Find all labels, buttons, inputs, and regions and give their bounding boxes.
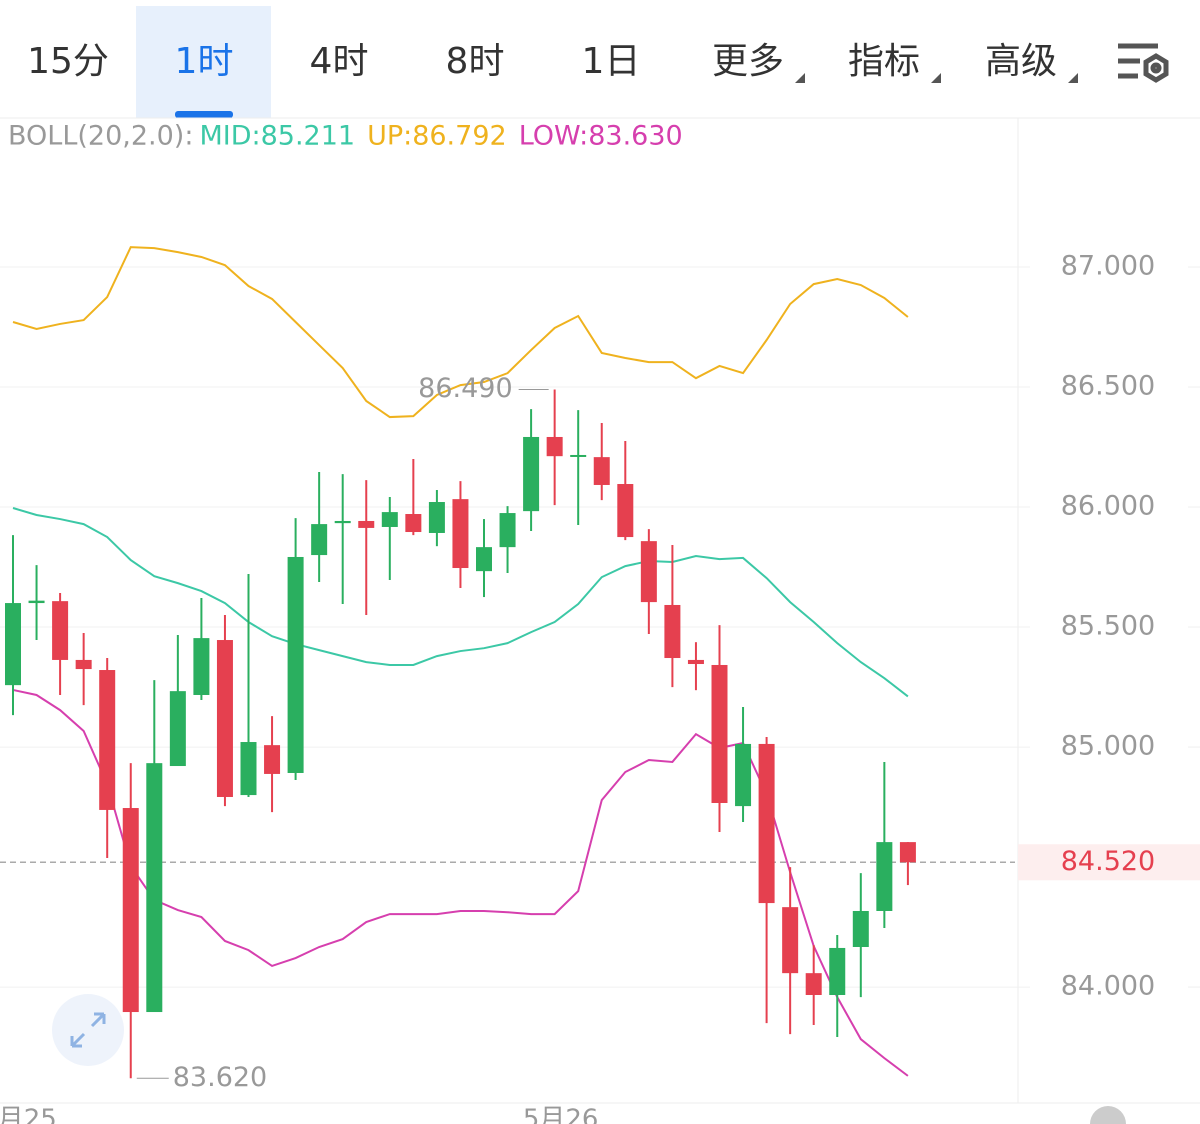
candle-body xyxy=(287,556,304,773)
candle-body xyxy=(735,743,752,807)
tab[interactable]: 4时 xyxy=(310,41,369,82)
candle-body xyxy=(334,520,351,524)
candle-body xyxy=(782,907,799,974)
candle-body xyxy=(405,514,422,533)
band-line xyxy=(12,246,909,419)
candle-body xyxy=(687,659,704,665)
candle-body xyxy=(381,512,398,527)
candle-body xyxy=(570,454,587,457)
tab[interactable]: 1时 xyxy=(175,41,234,82)
legend: BOLL(20,2.0): MID:85.211 UP:86.792 LOW:83.… xyxy=(8,121,683,152)
settings-icon[interactable] xyxy=(1118,43,1169,83)
candle-body xyxy=(52,601,69,660)
candle-body xyxy=(899,842,916,863)
tab-bar: 15分 1时 4时 8时 1日 更多 指标 高级 xyxy=(27,6,1169,118)
candle-body xyxy=(122,808,139,1013)
candle-body xyxy=(193,638,210,695)
y-tick-label: 84.000 xyxy=(1061,971,1155,1002)
tab[interactable]: 15分 xyxy=(27,41,109,82)
x-tick-label: 5月25 xyxy=(0,1105,57,1124)
expand-button[interactable] xyxy=(52,994,124,1066)
candle-body xyxy=(99,670,116,810)
tab-selected-bg xyxy=(136,6,271,118)
candle-body xyxy=(829,947,846,995)
candle-body xyxy=(216,640,233,797)
dropdown-arrow xyxy=(931,73,941,83)
candle-body xyxy=(311,524,328,556)
dropdown-arrow xyxy=(1068,73,1078,83)
high-annotation: 86.490 xyxy=(418,373,512,404)
tab[interactable]: 8时 xyxy=(446,41,505,82)
current-price-label: 84.520 xyxy=(1061,846,1155,877)
legend-entry: LOW:83.630 xyxy=(519,121,683,152)
candle-body xyxy=(264,745,281,774)
y-tick-label: 86.000 xyxy=(1061,491,1155,522)
y-tick-label: 87.000 xyxy=(1061,251,1155,282)
candle-body xyxy=(476,547,492,572)
candle-body xyxy=(358,520,375,528)
candle-body xyxy=(852,910,869,947)
candle-body xyxy=(5,603,21,686)
candle-body xyxy=(876,842,893,911)
low-annotation: 83.620 xyxy=(173,1062,267,1093)
legend-entry: UP:86.792 xyxy=(367,121,507,152)
scroll-button[interactable] xyxy=(1090,1106,1126,1124)
candle-body xyxy=(28,600,45,604)
candle-body xyxy=(428,502,445,533)
candle-body xyxy=(805,973,822,995)
candle-body xyxy=(711,664,728,803)
dropdown-arrow xyxy=(795,73,805,83)
y-tick-label: 86.500 xyxy=(1061,371,1155,402)
candle-body xyxy=(664,604,681,659)
candle-body xyxy=(75,659,92,670)
candle-body xyxy=(146,763,163,1013)
y-tick-label: 85.500 xyxy=(1061,611,1155,642)
band-line xyxy=(12,507,909,698)
candle-body xyxy=(593,457,610,485)
x-tick-label: 5月26 xyxy=(523,1105,599,1124)
candle-body xyxy=(546,436,563,457)
candle-body xyxy=(640,541,657,603)
tab[interactable]: 指标 xyxy=(848,41,920,82)
candle-body xyxy=(240,742,257,796)
candle-body xyxy=(169,691,186,767)
legend-entry: MID:85.211 xyxy=(199,121,355,152)
y-tick-label: 85.000 xyxy=(1061,731,1155,762)
candle-body xyxy=(499,513,516,548)
candle-body xyxy=(617,484,634,538)
tab[interactable]: 1日 xyxy=(582,41,641,82)
candle-body xyxy=(758,743,775,904)
candle-body xyxy=(452,499,469,569)
tab[interactable]: 更多 xyxy=(712,41,784,82)
tab-indicator xyxy=(175,111,233,118)
candle-body xyxy=(523,436,540,512)
tab[interactable]: 高级 xyxy=(985,41,1057,82)
current-price-box xyxy=(1018,844,1200,881)
indicator-title: BOLL(20,2.0): xyxy=(8,121,193,152)
